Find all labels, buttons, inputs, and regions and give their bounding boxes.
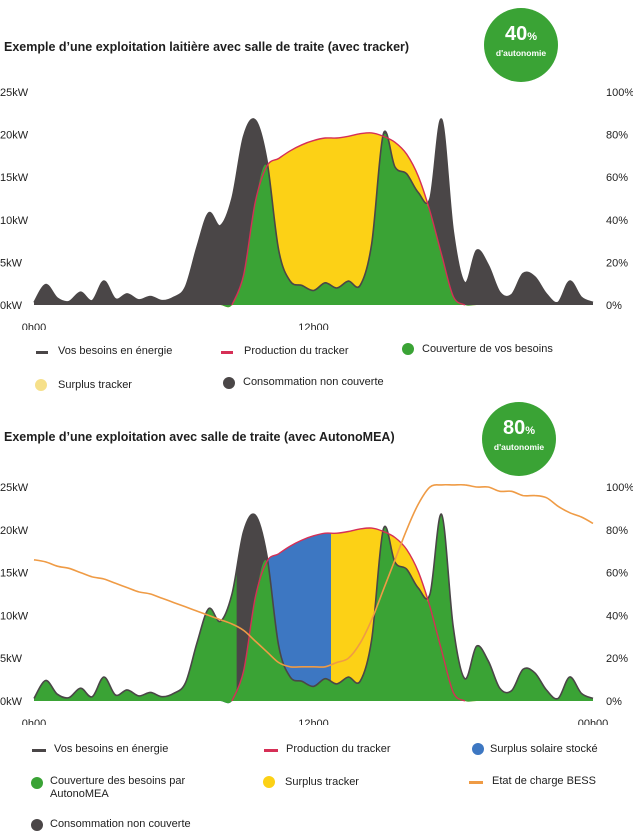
chart1-legend-demand: Vos besoins en énergie [58, 345, 173, 357]
chart2-y-right-tick: 80% [606, 525, 628, 537]
chart2-legend-demand-swatch [32, 749, 46, 752]
chart2-y-left-tick: 20kW [0, 525, 29, 537]
chart2-y-right-tick: 100% [606, 482, 633, 494]
chart1-y-left-tick: 0kW [0, 300, 23, 312]
chart1-legend-coverage: Couverture de vos besoins [422, 343, 553, 355]
chart2-y-right-tick: 20% [606, 653, 628, 665]
chart2-y-left-tick: 5kW [0, 653, 23, 665]
chart2-legend-production: Production du tracker [286, 743, 391, 755]
chart2-demand-area [34, 514, 593, 701]
chart1-y-left-tick: 20kW [0, 130, 29, 142]
chart2-legend-stored-swatch [472, 743, 484, 755]
chart1-demand-area [34, 118, 593, 305]
chart1-legend-surplus: Surplus tracker [58, 379, 132, 391]
chart1-y-left-tick: 15kW [0, 172, 29, 184]
chart1-x-tick: 12h00 [298, 322, 329, 330]
chart2-legend-uncovered: Consommation non couverte [50, 818, 191, 830]
chart1-legend-uncovered: Consommation non couverte [243, 376, 384, 388]
chart2-demand-line [33, 513, 594, 700]
chart2-y-left-tick: 0kW [0, 696, 23, 708]
chart1-legend-coverage-swatch [402, 343, 414, 355]
chart1-surplus-area [34, 132, 593, 308]
chart1-y-left-tick: 5kW [0, 257, 23, 269]
chart1-y-right-tick: 100% [606, 87, 633, 99]
chart1-legend-surplus-swatch [35, 379, 47, 391]
chart1-legend-demand-swatch [36, 351, 48, 354]
chart2-y-right-tick: 40% [606, 610, 628, 622]
chart2-legend-coverage-swatch [31, 777, 43, 789]
chart2-title: Exemple d’une exploitation avec salle de… [4, 430, 395, 444]
chart2-stored-surplus-area [34, 533, 331, 704]
chart1-legend-production: Production du tracker [244, 345, 349, 357]
chart2-production-line [231, 527, 466, 702]
chart2-plot: 25kW 20kW 15kW 10kW 5kW 0kW 100% 80% 60% 40% 20% 0%… [0, 482, 633, 725]
chart1-y-right-tick: 40% [606, 215, 628, 227]
chart1-autonomy-label: d'autonomie [495, 48, 547, 58]
chart2-autonomy-unit: % [525, 425, 536, 437]
chart2-y-left-tick: 25kW [0, 482, 29, 494]
chart1-title: Exemple d’une exploitation laitière avec… [4, 40, 410, 54]
chart2-autonomy-badge: 80% d'autonomie [482, 402, 556, 476]
chart1-y-left-tick: 10kW [0, 215, 29, 227]
chart1-autonomy-unit: % [527, 31, 538, 43]
chart2-y-left-tick: 10kW [0, 610, 29, 622]
chart2-autonomy-value: 80 [502, 417, 526, 439]
chart2-bess-line [33, 483, 594, 668]
chart2-autonomy-label: d'autonomie [493, 442, 545, 452]
chart2-legend-coverage: Couverture des besoins par AutonoMEA [50, 775, 186, 800]
chart2-x-tick: 00h00 [578, 718, 609, 725]
chart1-y-left-tick: 25kW [0, 87, 29, 99]
chart2-y-left-tick: 15kW [0, 568, 29, 580]
chart2-legend-bess: Etat de charge BESS [492, 775, 596, 787]
chart1-x-tick: 0h00 [22, 322, 46, 330]
chart2-legend-production-swatch [264, 749, 278, 752]
chart1-autonomy-badge: 40% d'autonomie [484, 8, 558, 82]
chart2-x-tick: 0h00 [22, 718, 46, 725]
chart2-legend-demand: Vos besoins en énergie [54, 743, 169, 755]
chart1-y-right-tick: 60% [606, 172, 628, 184]
chart2-legend-uncovered-swatch [31, 819, 43, 831]
chart1-legend-production-swatch [221, 351, 233, 354]
chart2-x-tick: 12h00 [298, 718, 329, 725]
chart1-production-line [231, 132, 466, 306]
chart1-y-right-tick: 0% [606, 300, 622, 312]
chart2-y-right-tick: 0% [606, 696, 622, 708]
chart1-y-right-tick: 20% [606, 257, 628, 269]
chart1-demand-line [33, 118, 594, 304]
chart2-legend-surplus-swatch [263, 776, 275, 788]
chart2-legend-bess-swatch [469, 781, 483, 784]
chart1-legend-uncovered-swatch [223, 377, 235, 389]
chart2-legend-surplus: Surplus tracker [285, 776, 359, 788]
chart2-y-right-tick: 60% [606, 568, 628, 580]
chart2-legend-stored: Surplus solaire stocké [490, 743, 598, 755]
chart1-plot: 25kW 20kW 15kW 10kW 5kW 0kW 100% 80% 60% 40% 20% 0%… [0, 87, 633, 330]
chart1-autonomy-value: 40 [504, 23, 528, 45]
chart1-y-right-tick: 80% [606, 130, 628, 142]
